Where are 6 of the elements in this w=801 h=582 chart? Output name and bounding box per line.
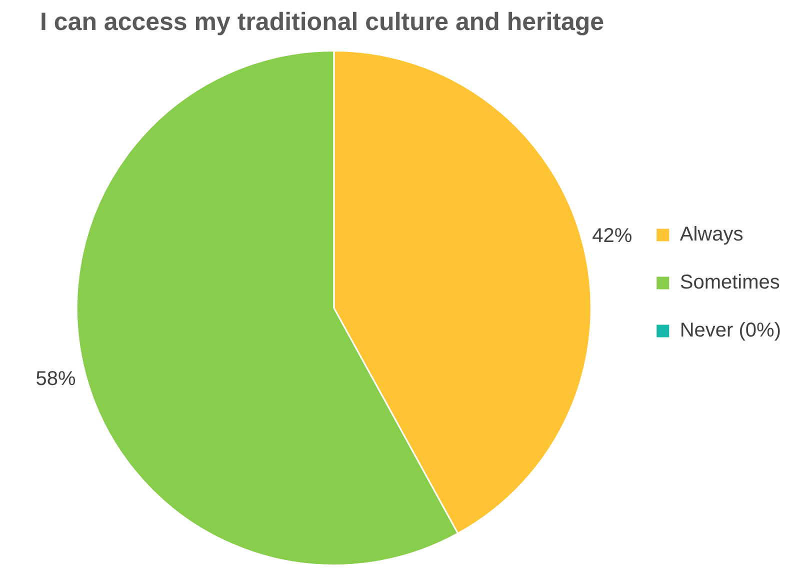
legend-label: Never (0%) <box>680 320 782 342</box>
legend-label: Sometimes <box>680 272 780 294</box>
data-label: 42% <box>592 225 632 248</box>
data-label: 58% <box>36 368 76 390</box>
legend-label: Always <box>680 224 744 246</box>
chart-title: I can access my traditional culture and heritage <box>40 8 604 36</box>
